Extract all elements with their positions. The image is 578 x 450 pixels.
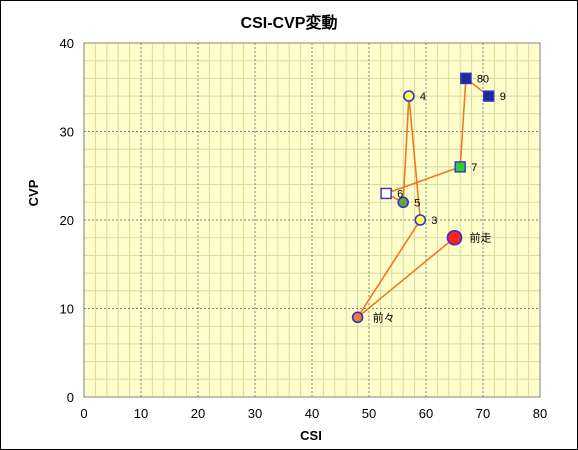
marker-0 bbox=[460, 72, 472, 85]
x-axis-label: CSI bbox=[300, 428, 322, 443]
y-tick-labels: 0 10 20 30 40 bbox=[60, 36, 74, 405]
x-tick-label: 80 bbox=[533, 406, 547, 421]
markers bbox=[351, 72, 495, 324]
point-label-4: 4 bbox=[420, 91, 426, 103]
marker-前走 bbox=[446, 229, 463, 246]
y-tick-label: 20 bbox=[60, 213, 74, 228]
y-axis-label: CVP bbox=[26, 179, 41, 206]
point-label-6: 6 bbox=[397, 188, 403, 200]
point-label-8: 8 bbox=[477, 73, 483, 85]
x-tick-labels: 0 10 20 30 40 50 60 70 80 bbox=[80, 406, 547, 421]
x-tick-label: 30 bbox=[248, 406, 262, 421]
chart-title: CSI-CVP変動 bbox=[241, 13, 338, 32]
marker-6 bbox=[380, 187, 392, 200]
x-tick-label: 70 bbox=[476, 406, 490, 421]
grid-major bbox=[84, 43, 540, 397]
series-lines bbox=[356, 76, 490, 318]
y-tick-label: 30 bbox=[60, 125, 74, 140]
point-label-5: 5 bbox=[414, 197, 420, 209]
x-tick-label: 0 bbox=[80, 406, 87, 421]
plot-border bbox=[83, 42, 541, 398]
x-tick-label: 40 bbox=[305, 406, 319, 421]
x-tick-label: 50 bbox=[362, 406, 376, 421]
x-tick-label: 60 bbox=[419, 406, 433, 421]
x-tick-label: 10 bbox=[134, 406, 148, 421]
marker-7 bbox=[454, 161, 466, 173]
point-label-9: 9 bbox=[500, 91, 506, 103]
marker-9 bbox=[483, 90, 495, 102]
point-label-7: 7 bbox=[471, 162, 477, 174]
y-tick-label: 10 bbox=[60, 302, 74, 317]
series-line bbox=[356, 76, 490, 318]
y-tick-label: 40 bbox=[60, 36, 74, 51]
point-label-0: 0 bbox=[483, 73, 489, 85]
point-label-3: 3 bbox=[431, 215, 437, 227]
marker-前々 bbox=[351, 311, 364, 324]
point-labels: 前々 前走 3 4 56 7 8 90 bbox=[373, 73, 506, 324]
x-tick-label: 20 bbox=[191, 406, 205, 421]
marker-3 bbox=[414, 214, 427, 226]
y-tick-label: 0 bbox=[67, 390, 74, 405]
marker-4 bbox=[403, 90, 415, 102]
point-label-前々: 前々 bbox=[373, 310, 395, 324]
point-label-前走: 前走 bbox=[470, 231, 492, 245]
marker-5 bbox=[397, 196, 410, 209]
